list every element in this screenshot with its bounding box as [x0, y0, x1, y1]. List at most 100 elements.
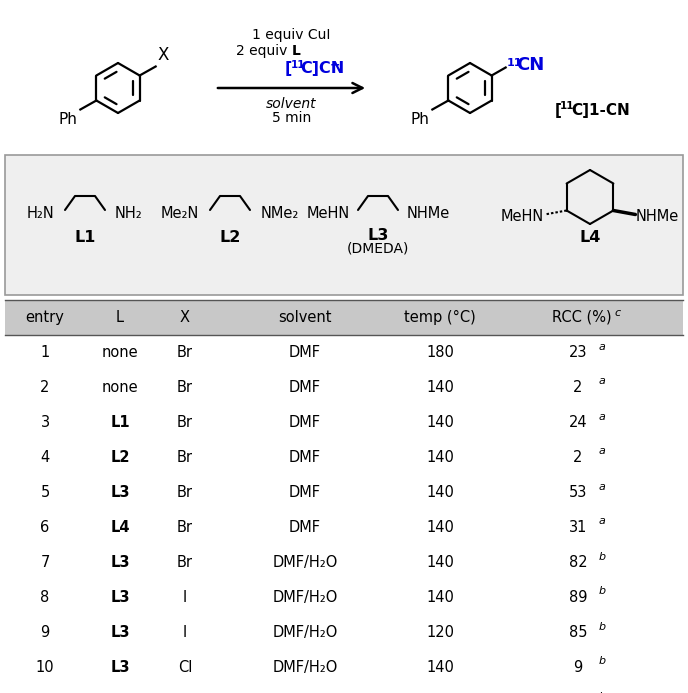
- Text: 10: 10: [36, 660, 54, 675]
- Text: 180: 180: [426, 345, 454, 360]
- Text: L4: L4: [110, 520, 130, 535]
- Text: a: a: [599, 376, 605, 387]
- Text: 6: 6: [41, 520, 50, 535]
- Text: Cl: Cl: [178, 660, 192, 675]
- Text: 5: 5: [41, 485, 50, 500]
- Text: L3: L3: [110, 555, 130, 570]
- Text: NH₂: NH₂: [115, 206, 143, 220]
- Text: L: L: [116, 310, 124, 325]
- Text: solvent: solvent: [266, 97, 316, 111]
- Text: a: a: [599, 482, 605, 491]
- Text: NHMe: NHMe: [636, 209, 679, 224]
- Text: DMF: DMF: [289, 450, 321, 465]
- Text: 1: 1: [41, 345, 50, 360]
- Text: Br: Br: [177, 415, 193, 430]
- Text: 2: 2: [573, 450, 583, 465]
- Text: NMe₂: NMe₂: [261, 206, 299, 220]
- Text: L1: L1: [110, 415, 130, 430]
- Text: L2: L2: [219, 231, 241, 245]
- Text: [: [: [555, 103, 562, 118]
- Text: L: L: [292, 44, 301, 58]
- Text: L3: L3: [110, 485, 130, 500]
- Text: DMF/H₂O: DMF/H₂O: [272, 555, 338, 570]
- Text: DMF: DMF: [289, 415, 321, 430]
- Text: b: b: [599, 656, 605, 667]
- Text: DMF: DMF: [289, 485, 321, 500]
- Text: a: a: [599, 516, 605, 527]
- Text: −: −: [330, 58, 340, 71]
- Text: 24: 24: [569, 415, 588, 430]
- Text: (DMEDA): (DMEDA): [347, 241, 409, 255]
- Text: L4: L4: [579, 231, 601, 245]
- Text: Br: Br: [177, 380, 193, 395]
- Text: Me₂N: Me₂N: [161, 206, 200, 220]
- Text: Br: Br: [177, 520, 193, 535]
- Text: 9: 9: [41, 625, 50, 640]
- Text: none: none: [102, 345, 138, 360]
- Text: L3: L3: [110, 590, 130, 605]
- Text: L1: L1: [74, 231, 96, 245]
- Text: 5 min: 5 min: [272, 111, 311, 125]
- Text: MeHN: MeHN: [306, 206, 350, 220]
- Text: 89: 89: [569, 590, 588, 605]
- Text: L3: L3: [367, 227, 389, 243]
- Text: 140: 140: [426, 450, 454, 465]
- Text: b: b: [599, 552, 605, 561]
- Text: MeHN: MeHN: [501, 209, 544, 224]
- Text: 140: 140: [426, 520, 454, 535]
- Text: C]1-CN: C]1-CN: [571, 103, 630, 118]
- Text: Br: Br: [177, 450, 193, 465]
- Text: X: X: [180, 310, 190, 325]
- Text: Ph: Ph: [411, 112, 429, 128]
- Text: I: I: [183, 625, 187, 640]
- Text: a: a: [599, 412, 605, 421]
- Text: H₂N: H₂N: [27, 206, 55, 220]
- Text: 120: 120: [426, 625, 454, 640]
- Text: 85: 85: [569, 625, 588, 640]
- Text: b: b: [599, 622, 605, 631]
- Text: solvent: solvent: [278, 310, 332, 325]
- Text: 140: 140: [426, 485, 454, 500]
- Text: Br: Br: [177, 555, 193, 570]
- Text: DMF: DMF: [289, 520, 321, 535]
- Text: DMF/H₂O: DMF/H₂O: [272, 590, 338, 605]
- Text: none: none: [102, 380, 138, 395]
- Text: 8: 8: [41, 590, 50, 605]
- Text: 11: 11: [560, 101, 574, 111]
- Text: I: I: [183, 590, 187, 605]
- Text: b: b: [599, 586, 605, 597]
- Text: b: b: [599, 692, 605, 693]
- Text: 2: 2: [41, 380, 50, 395]
- Text: Br: Br: [177, 485, 193, 500]
- Text: NHMe: NHMe: [407, 206, 450, 220]
- Text: 7: 7: [41, 555, 50, 570]
- Text: DMF/H₂O: DMF/H₂O: [272, 660, 338, 675]
- Text: X: X: [158, 46, 169, 64]
- Text: 3: 3: [41, 415, 50, 430]
- Text: 11: 11: [506, 58, 522, 67]
- Text: DMF/H₂O: DMF/H₂O: [272, 625, 338, 640]
- Text: L2: L2: [110, 450, 130, 465]
- Text: RCC (%): RCC (%): [552, 310, 612, 325]
- Text: 2 equiv: 2 equiv: [236, 44, 292, 58]
- Text: 140: 140: [426, 555, 454, 570]
- FancyBboxPatch shape: [5, 155, 683, 295]
- Text: 82: 82: [569, 555, 588, 570]
- Text: 53: 53: [569, 485, 587, 500]
- Text: 140: 140: [426, 660, 454, 675]
- Text: Br: Br: [177, 345, 193, 360]
- Text: 9: 9: [573, 660, 583, 675]
- Text: DMF: DMF: [289, 345, 321, 360]
- Text: 2: 2: [573, 380, 583, 395]
- Text: CN: CN: [515, 57, 544, 75]
- Text: 140: 140: [426, 380, 454, 395]
- Text: a: a: [599, 342, 605, 351]
- Text: 140: 140: [426, 415, 454, 430]
- Text: Ph: Ph: [58, 112, 77, 128]
- Text: a: a: [599, 446, 605, 457]
- Text: c: c: [615, 308, 621, 317]
- Text: 23: 23: [569, 345, 588, 360]
- Text: DMF: DMF: [289, 380, 321, 395]
- Text: C]CN: C]CN: [301, 60, 345, 76]
- Text: [: [: [284, 60, 292, 76]
